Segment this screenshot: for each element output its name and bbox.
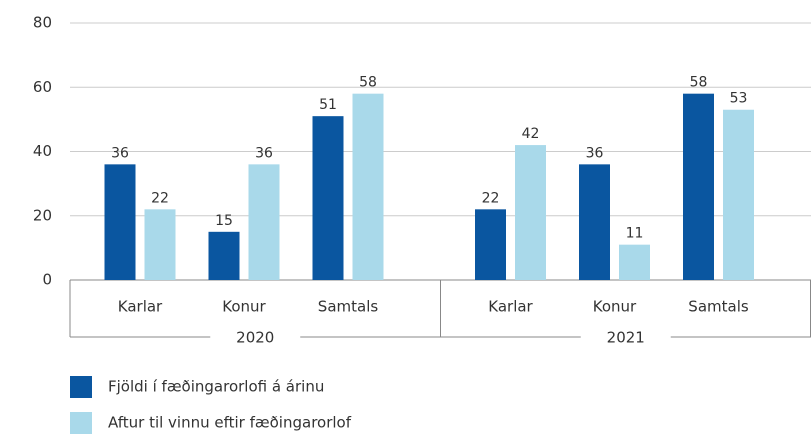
value-label: 22 (482, 190, 500, 206)
value-label: 42 (522, 126, 540, 142)
y-tick-label: 20 (33, 206, 52, 224)
group-label: 2020 (236, 329, 274, 347)
bar (104, 164, 136, 280)
value-label: 58 (359, 75, 377, 91)
bar (579, 164, 610, 280)
y-tick-label: 40 (33, 142, 52, 160)
value-label: 36 (586, 145, 604, 161)
y-tick-label: 0 (42, 271, 52, 289)
x-tick-label: Samtals (688, 298, 749, 316)
bar (144, 209, 176, 280)
bar (723, 109, 754, 280)
bar (619, 244, 650, 280)
x-tick-label: Konur (593, 298, 637, 316)
value-label: 36 (255, 145, 273, 161)
value-label: 53 (730, 91, 748, 107)
group-label: 2021 (607, 329, 645, 347)
value-label: 22 (151, 190, 169, 206)
value-label: 58 (690, 75, 708, 91)
x-tick-label: Samtals (318, 298, 379, 316)
bar (475, 209, 506, 280)
bar (208, 231, 240, 280)
legend-label: Fjöldi í fæðingarorlofi á árinu (108, 378, 324, 396)
value-label: 51 (319, 97, 337, 113)
y-tick-label: 60 (33, 78, 52, 96)
bar (515, 145, 546, 280)
x-tick-label: Karlar (488, 298, 533, 316)
value-label: 36 (111, 145, 129, 161)
x-tick-label: Konur (222, 298, 266, 316)
legend-swatch (70, 412, 92, 434)
bar (352, 93, 384, 280)
value-label: 15 (215, 213, 233, 229)
bar (248, 164, 280, 280)
x-tick-label: Karlar (118, 298, 163, 316)
legend-label: Aftur til vinnu eftir fæðingarorlof (108, 414, 352, 432)
legend-swatch (70, 376, 92, 398)
bar (683, 93, 714, 280)
value-label: 11 (626, 226, 644, 242)
bar (312, 116, 344, 280)
y-tick-label: 80 (33, 14, 52, 32)
